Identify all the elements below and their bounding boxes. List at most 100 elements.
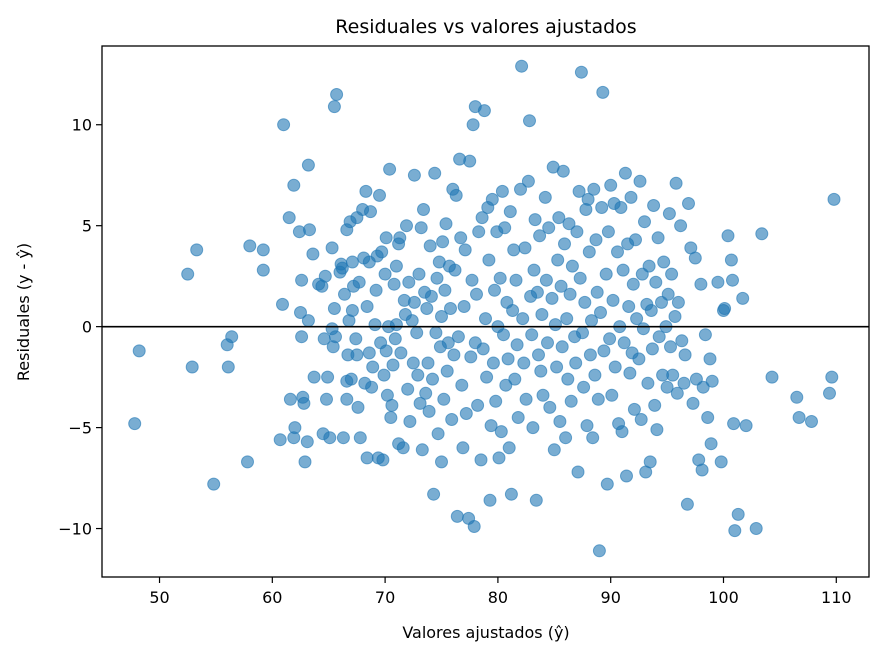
- data-point: [711, 275, 725, 289]
- data-point: [622, 300, 636, 313]
- data-point: [714, 455, 728, 469]
- data-point: [430, 271, 444, 285]
- data-point: [128, 417, 142, 431]
- x-tick-label: 110: [821, 588, 852, 607]
- data-point: [703, 352, 717, 366]
- points-layer: [128, 59, 841, 558]
- data-point: [466, 118, 480, 132]
- data-point: [632, 352, 646, 366]
- data-point: [360, 300, 374, 313]
- data-point: [519, 392, 533, 406]
- data-point: [594, 306, 607, 319]
- data-point: [638, 215, 651, 229]
- data-point: [604, 178, 618, 192]
- data-point: [298, 455, 312, 469]
- data-point: [516, 312, 530, 326]
- data-point: [325, 241, 339, 255]
- data-point: [590, 285, 604, 299]
- data-point: [480, 370, 494, 384]
- data-point: [306, 247, 320, 261]
- data-point: [336, 431, 350, 445]
- data-point: [601, 225, 615, 239]
- data-point: [563, 287, 577, 301]
- data-point: [366, 360, 380, 374]
- data-point: [533, 229, 547, 243]
- data-point: [636, 322, 650, 336]
- data-point: [527, 263, 541, 277]
- data-point: [330, 88, 344, 101]
- data-point: [517, 356, 531, 370]
- data-point: [694, 277, 708, 291]
- data-point: [479, 312, 492, 326]
- data-point: [556, 164, 570, 178]
- data-point: [605, 388, 619, 402]
- data-point: [288, 421, 302, 435]
- data-point: [551, 253, 565, 267]
- data-point: [555, 340, 569, 354]
- data-point: [401, 382, 415, 396]
- data-point: [287, 178, 301, 192]
- data-point: [394, 346, 408, 360]
- data-point: [456, 441, 470, 455]
- data-point: [648, 398, 662, 412]
- data-point: [559, 431, 573, 445]
- data-point: [465, 273, 479, 287]
- data-point: [571, 465, 585, 479]
- data-point: [790, 390, 804, 404]
- data-point: [539, 273, 553, 287]
- data-point: [419, 386, 433, 400]
- data-point: [528, 213, 542, 227]
- data-point: [369, 283, 383, 297]
- data-point: [535, 308, 549, 321]
- data-point: [301, 314, 315, 328]
- data-point: [378, 267, 392, 281]
- data-point: [827, 192, 841, 206]
- data-point: [464, 350, 478, 364]
- data-point: [435, 310, 448, 323]
- data-point: [518, 241, 532, 255]
- y-tick-label: −10: [58, 520, 92, 539]
- data-point: [384, 411, 398, 424]
- data-point: [435, 455, 448, 469]
- data-point: [282, 211, 296, 225]
- data-point: [335, 261, 349, 275]
- data-point: [506, 304, 520, 317]
- data-point: [457, 300, 471, 313]
- data-point: [428, 166, 442, 180]
- data-point: [503, 205, 517, 219]
- data-point: [565, 259, 579, 273]
- data-point: [467, 520, 481, 533]
- data-point: [350, 348, 364, 362]
- data-point: [365, 380, 379, 394]
- data-point: [573, 271, 587, 285]
- data-point: [739, 419, 753, 433]
- data-point: [385, 398, 399, 412]
- data-point: [441, 336, 455, 350]
- data-point: [642, 259, 656, 273]
- data-point: [415, 443, 429, 457]
- data-point: [661, 287, 675, 301]
- data-point: [680, 497, 694, 511]
- data-point: [497, 328, 510, 342]
- data-point: [454, 231, 468, 245]
- data-point: [523, 114, 536, 128]
- x-axis: 50 60 70 80 90 100 110: [149, 577, 852, 607]
- data-point: [393, 231, 407, 245]
- data-point: [132, 344, 146, 358]
- data-point: [323, 431, 337, 445]
- y-tick-label: 5: [82, 217, 92, 236]
- data-point: [424, 289, 438, 303]
- data-point: [608, 360, 622, 374]
- data-point: [502, 441, 516, 455]
- data-point: [596, 85, 610, 99]
- data-point: [273, 433, 287, 447]
- data-point: [825, 370, 839, 384]
- data-point: [536, 388, 550, 402]
- data-point: [576, 326, 589, 340]
- data-point: [670, 386, 684, 400]
- data-point: [665, 267, 679, 281]
- data-point: [521, 174, 535, 188]
- data-point: [620, 469, 633, 483]
- data-point: [588, 368, 602, 382]
- data-point: [586, 431, 600, 445]
